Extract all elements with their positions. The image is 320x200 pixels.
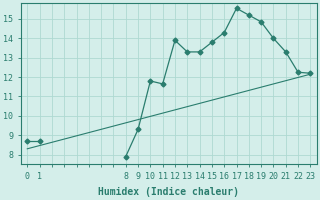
X-axis label: Humidex (Indice chaleur): Humidex (Indice chaleur)	[98, 186, 239, 197]
